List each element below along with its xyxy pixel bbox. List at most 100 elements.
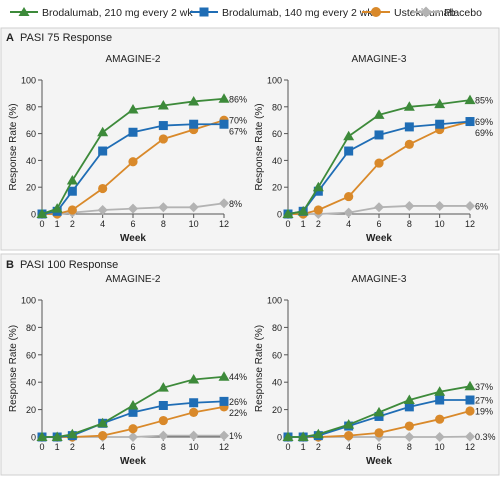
y-tick-label: 20 <box>272 405 282 415</box>
chart-title: AMAGINE-2 <box>105 54 160 65</box>
y-tick-label: 80 <box>272 102 282 112</box>
y-tick-label: 100 <box>21 296 36 306</box>
y-tick-label: 100 <box>267 76 282 86</box>
x-tick-label: 0 <box>285 219 290 229</box>
end-value-label: 6% <box>475 201 488 211</box>
x-tick-label: 4 <box>346 442 351 452</box>
end-value-label: 44% <box>229 372 247 382</box>
data-point-circle <box>405 421 414 430</box>
y-tick-label: 20 <box>272 183 282 193</box>
y-tick-label: 40 <box>272 378 282 388</box>
y-axis-label: Response Rate (%) <box>8 325 19 412</box>
y-tick-label: 20 <box>26 405 36 415</box>
x-tick-label: 8 <box>161 442 166 452</box>
y-tick-label: 0 <box>277 210 282 220</box>
end-value-label: 69% <box>475 117 493 127</box>
y-tick-label: 40 <box>26 156 36 166</box>
end-value-label: 37% <box>475 382 493 392</box>
x-tick-label: 0 <box>39 442 44 452</box>
y-tick-label: 0 <box>277 433 282 443</box>
end-value-label: 85% <box>475 96 493 106</box>
circle-marker-icon <box>371 7 381 17</box>
y-axis-label: Response Rate (%) <box>254 325 265 412</box>
x-tick-label: 6 <box>376 442 381 452</box>
data-point-circle <box>98 431 107 440</box>
x-tick-label: 10 <box>189 219 199 229</box>
x-tick-label: 1 <box>301 442 306 452</box>
x-tick-label: 0 <box>285 442 290 452</box>
data-point-circle <box>374 428 383 437</box>
end-value-label: 22% <box>229 408 247 418</box>
x-tick-label: 10 <box>435 442 445 452</box>
end-value-label: 26% <box>229 397 247 407</box>
end-value-label: 70% <box>229 116 247 126</box>
data-point-circle <box>159 416 168 425</box>
data-point-square <box>466 117 475 126</box>
data-point-square <box>189 120 198 129</box>
x-tick-label: 6 <box>130 442 135 452</box>
y-tick-label: 80 <box>272 323 282 333</box>
y-tick-label: 40 <box>272 156 282 166</box>
y-tick-label: 40 <box>26 378 36 388</box>
chart-title: AMAGINE-3 <box>351 274 406 285</box>
data-point-square <box>189 398 198 407</box>
data-point-circle <box>159 134 168 143</box>
x-tick-label: 1 <box>55 442 60 452</box>
data-point-square <box>98 147 107 156</box>
end-value-label: 8% <box>229 199 242 209</box>
y-tick-label: 60 <box>272 350 282 360</box>
data-point-square <box>466 396 475 405</box>
y-axis-label: Response Rate (%) <box>254 103 265 190</box>
y-tick-label: 100 <box>267 296 282 306</box>
end-value-label: 27% <box>475 396 493 406</box>
data-point-square <box>435 120 444 129</box>
x-axis-label: Week <box>120 456 146 467</box>
x-tick-label: 4 <box>100 219 105 229</box>
data-point-circle <box>314 205 323 214</box>
chart-title: AMAGINE-3 <box>351 54 406 65</box>
square-marker-icon <box>200 8 209 17</box>
chart-title: AMAGINE-2 <box>105 274 160 285</box>
y-tick-label: 60 <box>26 129 36 139</box>
data-point-circle <box>68 205 77 214</box>
data-point-circle <box>465 406 474 415</box>
y-axis-label: Response Rate (%) <box>8 103 19 190</box>
data-point-square <box>344 147 353 156</box>
x-tick-label: 8 <box>407 219 412 229</box>
data-point-square <box>159 121 168 130</box>
x-tick-label: 2 <box>316 442 321 452</box>
x-tick-label: 12 <box>465 219 475 229</box>
y-tick-label: 20 <box>26 183 36 193</box>
x-tick-label: 2 <box>70 219 75 229</box>
x-tick-label: 6 <box>130 219 135 229</box>
x-tick-label: 2 <box>70 442 75 452</box>
x-tick-label: 4 <box>100 442 105 452</box>
x-tick-label: 1 <box>301 219 306 229</box>
data-point-circle <box>374 158 383 167</box>
data-point-square <box>375 130 384 139</box>
y-tick-label: 80 <box>26 323 36 333</box>
legend-label: Brodalumab, 210 mg every 2 wk <box>42 7 193 19</box>
x-axis-label: Week <box>366 233 392 244</box>
legend-label: Placebo <box>444 7 482 19</box>
data-point-circle <box>128 424 137 433</box>
data-point-square <box>405 122 414 131</box>
x-tick-label: 10 <box>435 219 445 229</box>
y-tick-label: 60 <box>26 350 36 360</box>
data-point-square <box>220 120 229 129</box>
x-tick-label: 6 <box>376 219 381 229</box>
data-point-circle <box>128 157 137 166</box>
section-title: PASI 100 Response <box>20 259 118 271</box>
x-tick-label: 4 <box>346 219 351 229</box>
x-tick-label: 10 <box>189 442 199 452</box>
y-tick-label: 0 <box>31 433 36 443</box>
end-value-label: 0.3% <box>475 432 496 442</box>
x-axis-label: Week <box>120 233 146 244</box>
x-axis-label: Week <box>366 456 392 467</box>
data-point-circle <box>435 415 444 424</box>
section-title: PASI 75 Response <box>20 32 112 44</box>
data-point-circle <box>189 408 198 417</box>
end-value-label: 1% <box>229 431 242 441</box>
section-b-panel <box>1 254 499 475</box>
